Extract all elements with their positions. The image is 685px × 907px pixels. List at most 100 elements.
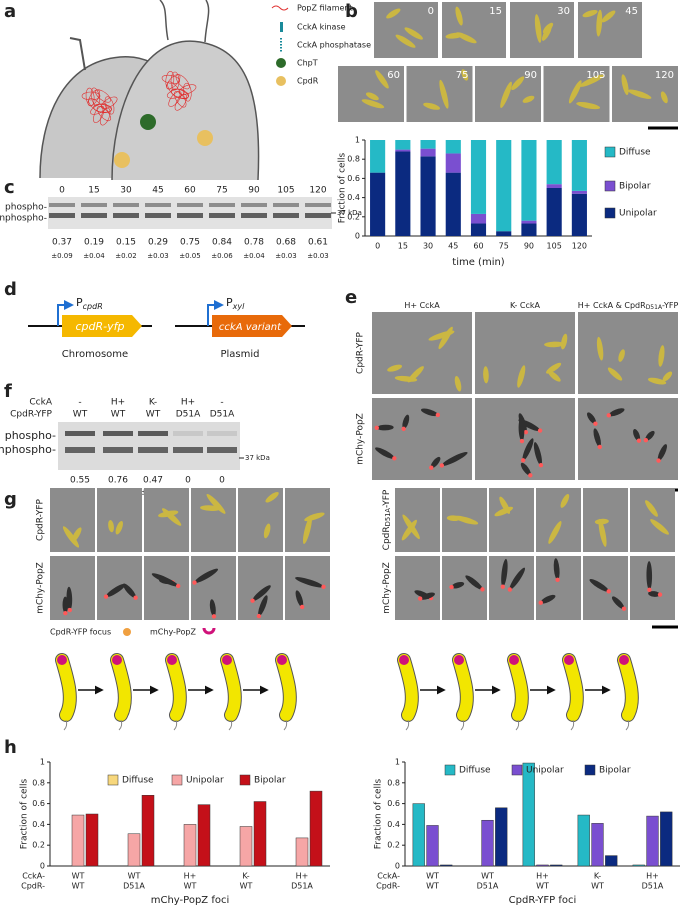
popz-filament (175, 74, 190, 90)
cell (62, 596, 69, 614)
cell (548, 370, 561, 382)
x-axis-label: time (min) (452, 257, 505, 268)
stalk (460, 719, 465, 731)
cell (568, 80, 582, 104)
popz-filament (87, 89, 100, 107)
ratio-label: 0.78 (244, 238, 264, 248)
blot-band (207, 447, 237, 453)
error-label: ±0.05 (179, 252, 200, 260)
popz-cap (277, 655, 287, 665)
lane-label: - (220, 398, 223, 408)
blot-band (305, 213, 331, 218)
label-text: mChy-PopZ (382, 562, 392, 614)
cell (522, 438, 534, 461)
cell (461, 69, 469, 81)
category-row-label: CpdR- (376, 882, 400, 891)
cell (607, 367, 623, 381)
cell (62, 526, 80, 548)
micrograph (144, 488, 189, 552)
legend-swatch (171, 774, 183, 786)
ratio-label: 0.29 (148, 238, 168, 248)
timepoint-label: 90 (524, 70, 537, 81)
panel-label: b (345, 1, 358, 22)
ratio-label: 0 (185, 476, 191, 486)
stalk (405, 719, 410, 731)
popz-focus (299, 604, 305, 610)
cell (375, 447, 395, 459)
cell (608, 408, 625, 417)
lane-label: 30 (120, 186, 132, 196)
x-tick-label: 60 (473, 242, 483, 251)
cell (420, 592, 435, 600)
x-tick-label: 75 (499, 242, 509, 251)
blot-band (103, 447, 133, 453)
bar-segment (571, 193, 587, 236)
cell (454, 375, 462, 392)
promoter-subscript: cpdR (83, 302, 103, 311)
popz-cap (454, 655, 464, 665)
ratio-label: 0.61 (308, 238, 328, 248)
ratio-label: 0.84 (212, 238, 232, 248)
band-label: unphospho- (0, 214, 47, 224)
popz-focus (500, 584, 505, 589)
bar-segment (395, 151, 411, 236)
x-tick-label: K- (242, 872, 249, 881)
cell (576, 102, 601, 110)
column-header: H+ CckA (404, 301, 440, 310)
bar-segment (546, 188, 562, 236)
bar (295, 837, 309, 867)
popz-filament (174, 91, 187, 108)
bar (253, 801, 267, 867)
popz-focus (439, 463, 445, 468)
cell (544, 341, 565, 348)
ratio-label: 0.68 (276, 238, 296, 248)
cell (648, 591, 661, 597)
bar (550, 864, 563, 867)
ratio-label: 0.47 (143, 476, 163, 486)
cell (601, 10, 616, 23)
popz-filament (99, 107, 111, 126)
x-tick-label: 105 (547, 242, 562, 251)
legend-label: CpdR (297, 77, 319, 86)
legend-label: Unipolar (526, 766, 564, 776)
cell (439, 79, 449, 109)
popz-focus (507, 587, 513, 592)
popz-focus (538, 600, 543, 605)
panel-label: h (4, 737, 17, 758)
y-tick-label: 0.4 (347, 193, 360, 202)
micrograph (630, 556, 675, 620)
cell (560, 494, 570, 508)
popz-focus (429, 465, 434, 470)
blot-band (138, 431, 168, 436)
cell-cartoon (221, 654, 241, 721)
legend-label: mChy-PopZ (150, 628, 196, 637)
blot-band (81, 203, 107, 207)
bar (85, 813, 99, 867)
lane-label: 45 (152, 186, 163, 196)
row-label: CpdRD51A-YFP (382, 489, 393, 550)
lane-label: WT (146, 410, 161, 420)
row-label: CpdR-YFP (356, 331, 366, 373)
y-tick-label: 0 (355, 232, 360, 241)
x-tick-label: WT (591, 882, 604, 891)
lane-label: - (78, 398, 81, 408)
popz-focus (211, 614, 217, 619)
legend-icon (280, 22, 283, 32)
legend-label: Unipolar (186, 776, 224, 786)
x-tick-label: WT (240, 882, 253, 891)
row-label: CpdR-YFP (36, 498, 46, 540)
cell (376, 424, 394, 431)
band-label: phospho- (5, 429, 56, 442)
cell (633, 429, 641, 441)
cell (451, 581, 465, 589)
stalk (283, 719, 288, 731)
blot-band (273, 203, 299, 207)
popz-filament (174, 94, 188, 111)
bar (577, 814, 590, 867)
popz-focus (537, 428, 543, 433)
bar-segment (521, 220, 537, 224)
cell-cartoon (563, 654, 583, 721)
cell (553, 558, 560, 580)
cell (646, 561, 653, 590)
